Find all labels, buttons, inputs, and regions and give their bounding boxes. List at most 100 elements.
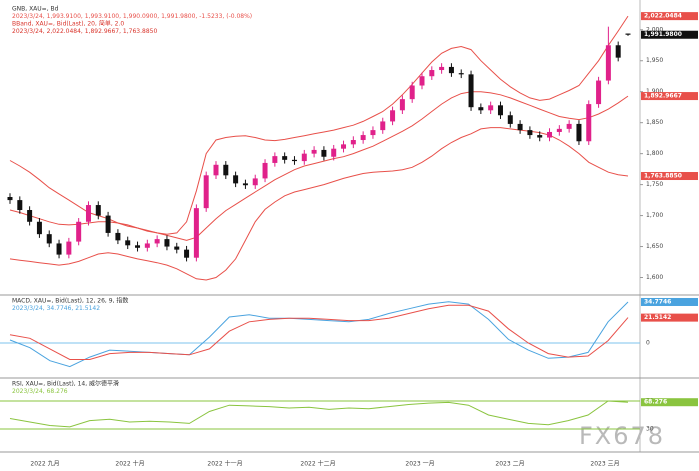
- candle-body: [7, 197, 13, 201]
- candle-body: [497, 105, 503, 116]
- price-tag-label: 34.7746: [644, 298, 671, 305]
- price-tag: [641, 172, 698, 181]
- candle-body: [576, 123, 582, 142]
- month-label: 2023 一月: [405, 461, 434, 468]
- candle-body: [17, 200, 23, 211]
- candle-body: [527, 130, 533, 136]
- y-tick-label: 2,000: [646, 26, 663, 33]
- candle-body: [174, 246, 180, 250]
- month-label: 2023 三月: [590, 461, 619, 468]
- panel-header: 2023/3/24, 34.7746, 21.5142: [12, 305, 100, 312]
- candle-body: [27, 210, 33, 222]
- series-line: [9, 400, 629, 428]
- candle-body: [399, 99, 405, 111]
- candle-body: [95, 205, 101, 216]
- candle-body: [517, 123, 523, 131]
- candle-body: [213, 164, 219, 176]
- month-label: 2022 九月: [30, 460, 59, 468]
- candle-body: [547, 131, 553, 138]
- candle-body: [380, 121, 386, 131]
- candle-body: [419, 76, 425, 86]
- y-tick-label: 1,900: [646, 88, 663, 95]
- candle-body: [144, 243, 150, 248]
- candle-body: [66, 241, 72, 255]
- panel-header: 2023/3/24, 1,993.9100, 1,993.9100, 1,990…: [12, 13, 252, 20]
- watermark: FX678: [579, 422, 665, 450]
- y-tick-label: 30: [646, 426, 654, 433]
- price-tag-label: 21.5142: [644, 314, 671, 321]
- y-tick-label: 1,600: [646, 274, 663, 281]
- candle-body: [311, 149, 317, 154]
- candle-body: [625, 33, 631, 35]
- series-line: [9, 127, 629, 281]
- candle-body: [36, 221, 42, 235]
- candle-body: [46, 234, 52, 244]
- price-tag-label: 1,892.9667: [644, 93, 682, 100]
- candle-body: [409, 85, 415, 100]
- month-label: 2022 十二月: [300, 460, 335, 468]
- candle-body: [537, 135, 543, 138]
- candle-body: [586, 104, 592, 142]
- panel-header: GNB, XAU=, Bd: [12, 6, 59, 13]
- month-label: 2022 十一月: [207, 460, 242, 468]
- candle-body: [85, 205, 91, 222]
- panel-header: BBand, XAU=, Bid(Last), 20, 简单, 2.0: [12, 20, 124, 28]
- candle-body: [262, 162, 268, 179]
- candle-body: [556, 128, 562, 132]
- y-tick-label: 1,700: [646, 212, 663, 219]
- candle-body: [154, 239, 160, 244]
- candle-body: [184, 249, 190, 258]
- panel-header: RSI, XAU=, Bid(Last), 14, 威尔德平滑: [12, 380, 119, 388]
- price-tag-label: 1,991.9800: [644, 31, 682, 38]
- y-tick-label: 1,650: [646, 243, 663, 250]
- candle-body: [233, 175, 239, 184]
- price-tag-label: 68.276: [644, 399, 667, 406]
- price-tag: [641, 398, 698, 407]
- y-tick-label: 1,800: [646, 150, 663, 157]
- candle-body: [615, 45, 621, 58]
- price-tag: [641, 30, 698, 39]
- candle-body: [203, 175, 209, 209]
- candle-body: [478, 107, 484, 111]
- candle-body: [242, 183, 248, 186]
- candle-body: [291, 159, 297, 162]
- candle-body: [488, 105, 494, 111]
- series-line: [9, 304, 629, 360]
- candle-body: [164, 239, 170, 247]
- candle-body: [76, 221, 82, 242]
- candle-body: [193, 208, 199, 258]
- series-line: [9, 15, 629, 235]
- candle-body: [301, 153, 307, 162]
- candle-body: [468, 74, 474, 108]
- candle-body: [125, 240, 131, 246]
- candle-body: [448, 66, 454, 74]
- candle-body: [360, 135, 366, 141]
- price-tag-label: 2,022.0484: [644, 13, 682, 20]
- panel-header: 2023/3/24, 68.276: [12, 388, 68, 395]
- candle-body: [135, 245, 141, 248]
- series-line: [9, 91, 629, 241]
- y-tick-label: 0: [646, 339, 650, 346]
- candle-body: [370, 130, 376, 136]
- candle-body: [429, 70, 435, 77]
- candle-body: [596, 80, 602, 105]
- y-tick-label: 1,850: [646, 119, 663, 126]
- candle-body: [605, 45, 611, 81]
- price-tag: [641, 92, 698, 101]
- candle-body: [272, 156, 278, 163]
- panel-header: MACD, XAU=, Bid(Last), 12, 26, 9, 指数: [12, 297, 128, 305]
- panel-header: 2023/3/24, 2,022.0484, 1,892.9667, 1,763…: [12, 28, 157, 35]
- candle-body: [223, 164, 229, 176]
- price-tag: [641, 313, 698, 322]
- y-tick-label: 1,750: [646, 181, 663, 188]
- candle-body: [115, 232, 121, 241]
- candle-body: [341, 144, 347, 149]
- y-tick-label: 1,950: [646, 57, 663, 64]
- candle-body: [350, 140, 356, 145]
- month-label: 2022 十月: [115, 460, 144, 468]
- candle-body: [390, 110, 396, 122]
- candle-body: [439, 66, 445, 71]
- candle-body: [321, 149, 327, 157]
